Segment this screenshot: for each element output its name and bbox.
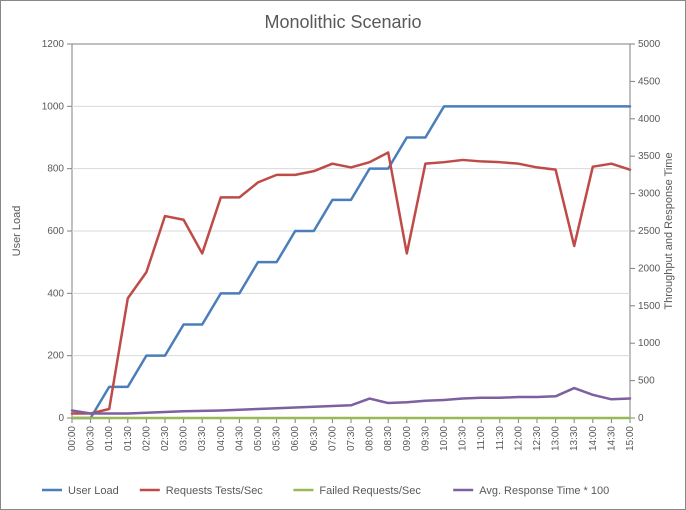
svg-text:4500: 4500 (638, 76, 661, 87)
svg-text:09:00: 09:00 (402, 426, 413, 451)
svg-text:3500: 3500 (638, 151, 661, 162)
svg-text:Failed Requests/Sec: Failed Requests/Sec (319, 485, 421, 497)
svg-text:0: 0 (638, 413, 644, 424)
svg-text:08:30: 08:30 (383, 426, 394, 451)
svg-text:04:30: 04:30 (234, 426, 245, 451)
svg-text:11:30: 11:30 (495, 426, 506, 451)
svg-text:01:00: 01:00 (104, 426, 115, 451)
svg-text:12:30: 12:30 (532, 426, 543, 451)
svg-text:2500: 2500 (638, 226, 661, 237)
svg-text:00:30: 00:30 (86, 426, 97, 451)
svg-text:08:00: 08:00 (365, 426, 376, 451)
svg-text:09:30: 09:30 (420, 426, 431, 451)
svg-text:06:30: 06:30 (309, 426, 320, 451)
svg-text:03:30: 03:30 (197, 426, 208, 451)
svg-text:02:00: 02:00 (141, 426, 152, 451)
svg-text:5000: 5000 (638, 39, 661, 50)
svg-text:14:00: 14:00 (588, 426, 599, 451)
svg-text:13:00: 13:00 (551, 426, 562, 451)
svg-text:12:00: 12:00 (513, 426, 524, 451)
svg-text:13:30: 13:30 (569, 426, 580, 451)
svg-text:14:30: 14:30 (606, 426, 617, 451)
svg-text:Requests Tests/Sec: Requests Tests/Sec (166, 485, 264, 497)
svg-text:500: 500 (638, 376, 655, 387)
svg-text:06:00: 06:00 (290, 426, 301, 451)
svg-text:User Load: User Load (11, 206, 23, 257)
svg-text:07:30: 07:30 (346, 426, 357, 451)
svg-text:10:30: 10:30 (458, 426, 469, 451)
svg-text:02:30: 02:30 (160, 426, 171, 451)
svg-text:05:30: 05:30 (272, 426, 283, 451)
svg-text:600: 600 (47, 226, 64, 237)
svg-text:400: 400 (47, 288, 64, 299)
svg-text:1000: 1000 (42, 101, 65, 112)
svg-text:11:00: 11:00 (476, 426, 487, 451)
svg-text:2000: 2000 (638, 263, 661, 274)
svg-text:Monolithic Scenario: Monolithic Scenario (264, 12, 421, 32)
svg-text:1000: 1000 (638, 338, 661, 349)
svg-text:00:00: 00:00 (67, 426, 78, 451)
svg-text:Throughput and Response Time: Throughput and Response Time (663, 152, 675, 309)
svg-text:04:00: 04:00 (216, 426, 227, 451)
svg-text:10:00: 10:00 (439, 426, 450, 451)
svg-text:03:00: 03:00 (179, 426, 190, 451)
svg-text:User Load: User Load (68, 485, 119, 497)
svg-text:4000: 4000 (638, 114, 661, 125)
svg-text:Avg. Response Time * 100: Avg. Response Time * 100 (479, 485, 609, 497)
svg-text:05:00: 05:00 (253, 426, 264, 451)
svg-text:1200: 1200 (42, 39, 65, 50)
chart-svg: Monolithic Scenario 0 200 400 600 800 1000 1200… (0, 0, 686, 510)
svg-text:01:30: 01:30 (123, 426, 134, 451)
svg-text:15:00: 15:00 (625, 426, 636, 451)
svg-text:07:00: 07:00 (327, 426, 338, 451)
svg-text:3000: 3000 (638, 189, 661, 200)
svg-text:800: 800 (47, 164, 64, 175)
svg-text:200: 200 (47, 351, 64, 362)
svg-text:0: 0 (58, 413, 64, 424)
chart-container: Monolithic Scenario 0 200 400 600 800 1000 1200… (0, 0, 686, 510)
svg-text:1500: 1500 (638, 301, 661, 312)
